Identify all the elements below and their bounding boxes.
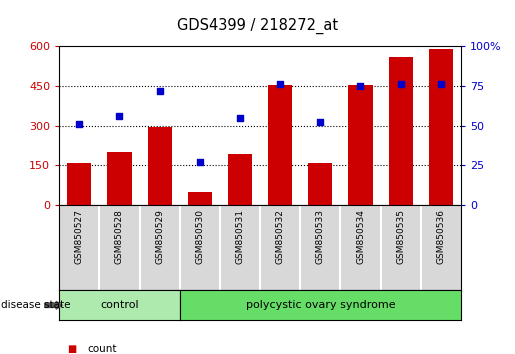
Bar — [429, 48, 453, 205]
Bar — [389, 57, 413, 205]
Text: GSM850532: GSM850532 — [276, 209, 285, 264]
Point — [196, 159, 204, 165]
Text: GSM850531: GSM850531 — [235, 209, 245, 264]
Text: GSM850536: GSM850536 — [436, 209, 445, 264]
Point — [276, 81, 284, 87]
Text: disease state: disease state — [1, 300, 71, 310]
Text: GSM850528: GSM850528 — [115, 209, 124, 264]
Text: polycystic ovary syndrome: polycystic ovary syndrome — [246, 300, 395, 310]
Text: GDS4399 / 218272_at: GDS4399 / 218272_at — [177, 18, 338, 34]
Text: count: count — [88, 344, 117, 354]
Point — [115, 113, 124, 119]
Bar — [148, 127, 171, 205]
Point — [356, 83, 365, 88]
Text: GSM850534: GSM850534 — [356, 209, 365, 264]
Bar — [349, 85, 372, 205]
Text: ■: ■ — [67, 344, 76, 354]
Text: GSM850535: GSM850535 — [396, 209, 405, 264]
Bar — [228, 154, 252, 205]
Point — [316, 120, 324, 125]
Text: GSM850527: GSM850527 — [75, 209, 84, 264]
Text: GSM850530: GSM850530 — [195, 209, 204, 264]
Bar — [108, 152, 131, 205]
Point — [397, 81, 405, 87]
Bar — [308, 163, 332, 205]
Point — [236, 115, 244, 120]
Point — [437, 81, 445, 87]
Text: GSM850533: GSM850533 — [316, 209, 325, 264]
Point — [156, 88, 164, 93]
Bar — [268, 85, 292, 205]
Bar — [188, 192, 212, 205]
Point — [75, 121, 83, 127]
Text: control: control — [100, 300, 139, 310]
Text: GSM850529: GSM850529 — [155, 209, 164, 264]
Bar — [67, 163, 91, 205]
